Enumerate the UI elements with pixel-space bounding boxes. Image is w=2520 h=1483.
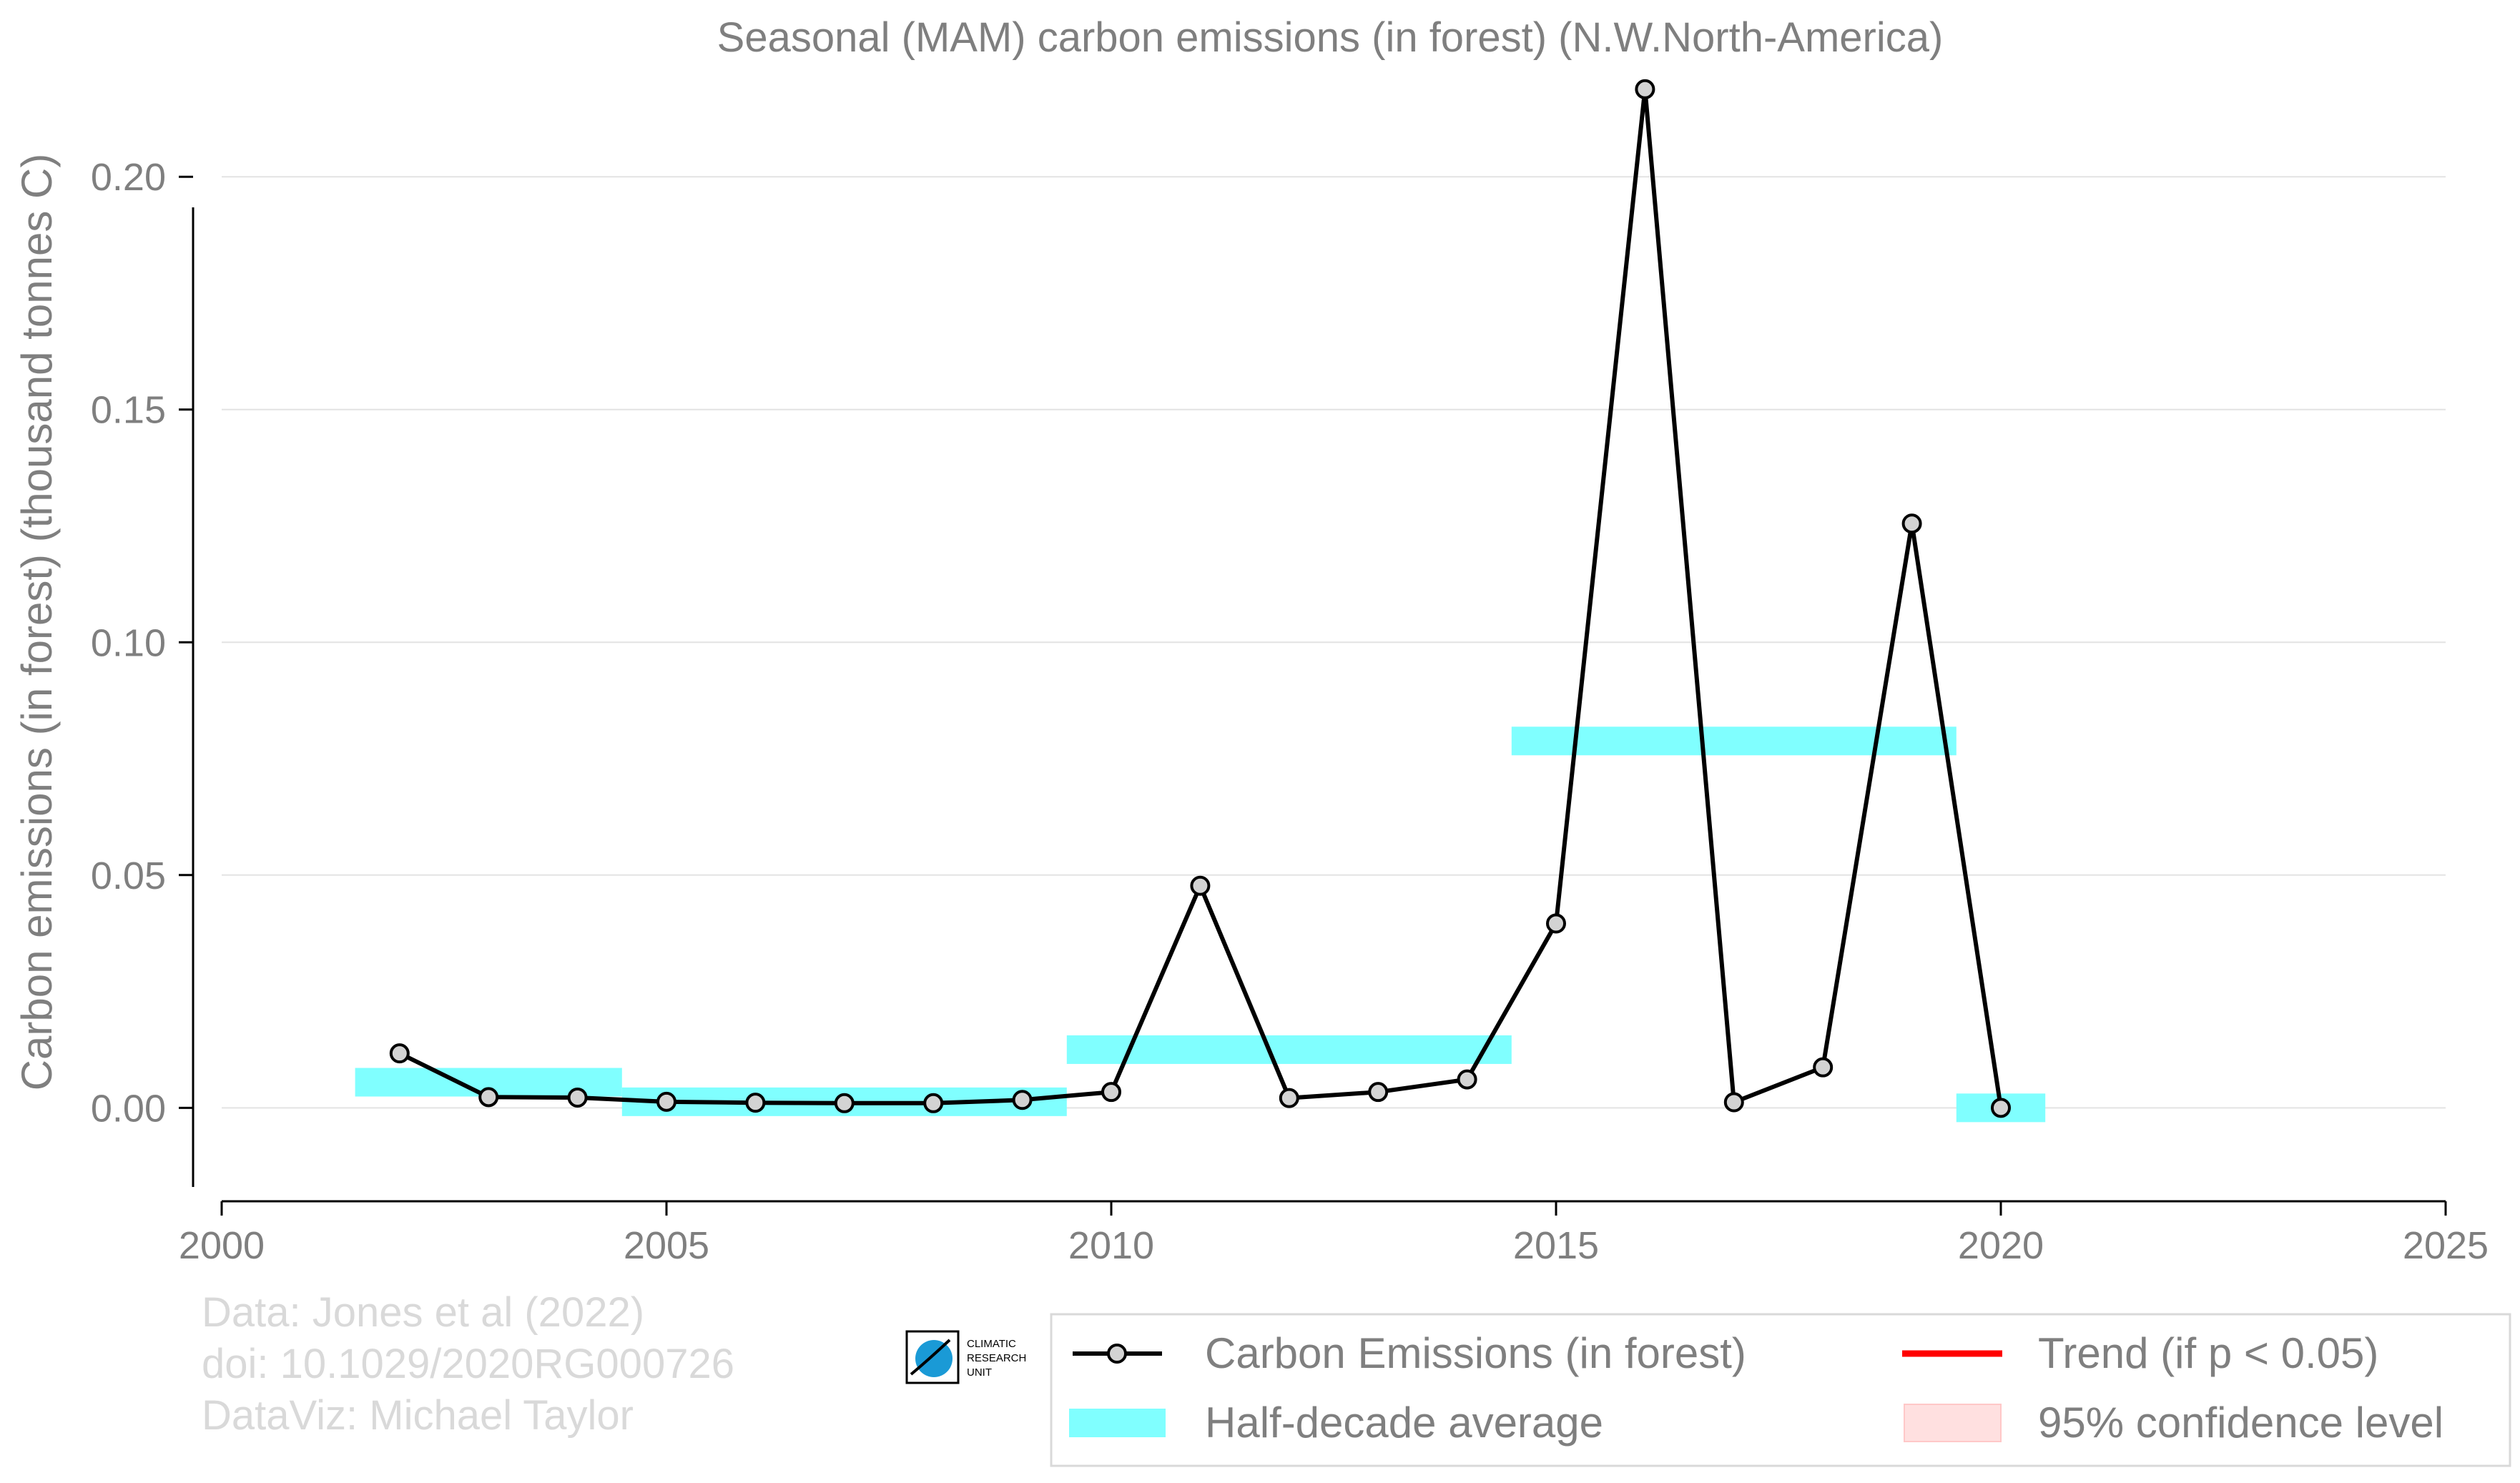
- legend-item-half-decade: Half-decade average: [1069, 1399, 1603, 1447]
- legend-confidence-swatch: [1904, 1404, 2002, 1442]
- data-point: [1190, 875, 1211, 896]
- data-point: [923, 1093, 944, 1113]
- logo-globe-icon: [915, 1340, 953, 1377]
- legend-trend-label: Trend (if p < 0.05): [2038, 1329, 2378, 1377]
- legend-emissions-label: Carbon Emissions (in forest): [1205, 1329, 1746, 1377]
- data-point: [389, 1043, 410, 1064]
- data-point: [834, 1093, 855, 1113]
- y-axis-label: Carbon emissions (in forest) (thousand t…: [13, 154, 61, 1091]
- credit-data: Data: Jones et al (2022): [202, 1289, 644, 1336]
- legend-half-decade-swatch: [1069, 1409, 1166, 1437]
- data-point: [1813, 1057, 1834, 1078]
- x-tick-label: 2020: [1958, 1224, 2044, 1267]
- x-tick-label: 2000: [179, 1224, 265, 1267]
- legend-item-confidence: 95% confidence level: [1904, 1399, 2443, 1447]
- credit-dataviz: DataViz: Michael Taylor: [202, 1392, 634, 1439]
- x-tick-label: 2015: [1513, 1224, 1599, 1267]
- x-tick-label: 2005: [624, 1224, 709, 1267]
- legend-emissions-marker: [1107, 1344, 1127, 1364]
- half-decade-bars: [355, 726, 2046, 1123]
- series-line: [398, 87, 2003, 1108]
- half-decade-bar: [1511, 726, 1957, 756]
- y-tick-label: 0.20: [91, 156, 166, 199]
- data-point: [1012, 1090, 1033, 1110]
- credits: Data: Jones et al (2022) doi: 10.1029/20…: [202, 1289, 734, 1439]
- data-point: [567, 1087, 588, 1108]
- y-tick-label: 0.05: [91, 854, 166, 897]
- logo-arc-icon: [910, 1339, 951, 1376]
- data-point: [1635, 79, 1655, 99]
- y-axis-ticks: 0.00 0.05 0.10 0.15 0.20: [91, 156, 193, 1130]
- legend-item-trend: Trend (if p < 0.05): [1902, 1329, 2378, 1377]
- grid-lines: [222, 176, 2446, 1109]
- data-point: [1546, 913, 1566, 934]
- x-tick-label: 2010: [1068, 1224, 1154, 1267]
- y-tick-label: 0.15: [91, 389, 166, 432]
- legend-half-decade-label: Half-decade average: [1205, 1399, 1603, 1447]
- legend-box: [1050, 1313, 2511, 1467]
- data-point: [1991, 1098, 2011, 1118]
- data-point: [1279, 1088, 1299, 1108]
- logo-line-3: UNIT: [967, 1366, 992, 1379]
- y-tick-label: 0.00: [91, 1087, 166, 1130]
- data-point: [745, 1093, 766, 1113]
- legend: Carbon Emissions (in forest) Trend (if p…: [1050, 1313, 2511, 1467]
- climatic-research-unit-logo: CLIMATIC RESEARCH UNIT: [905, 1330, 1026, 1384]
- data-point: [1457, 1069, 1477, 1090]
- half-decade-bar: [1066, 1035, 1512, 1064]
- legend-confidence-label: 95% confidence level: [2038, 1399, 2443, 1447]
- credit-doi: doi: 10.1029/2020RG000726: [202, 1341, 734, 1387]
- logo-line-2: RESEARCH: [967, 1352, 1026, 1364]
- data-point: [656, 1091, 676, 1112]
- data-point: [1101, 1082, 1121, 1103]
- y-tick-label: 0.10: [91, 621, 166, 664]
- x-tick-label: 2025: [2403, 1224, 2489, 1267]
- chart-title: Seasonal (MAM) carbon emissions (in fore…: [717, 14, 1944, 61]
- data-point: [1368, 1082, 1389, 1103]
- x-axis-ticks: 2000 2005 2010 2015 2020 2025: [179, 1201, 2489, 1267]
- series-layer: [389, 79, 2011, 1118]
- logo-line-1: CLIMATIC: [967, 1338, 1016, 1350]
- legend-item-emissions: Carbon Emissions (in forest): [1073, 1329, 1746, 1377]
- data-point: [1723, 1092, 1744, 1113]
- data-point: [478, 1087, 499, 1108]
- data-point: [1901, 513, 1922, 534]
